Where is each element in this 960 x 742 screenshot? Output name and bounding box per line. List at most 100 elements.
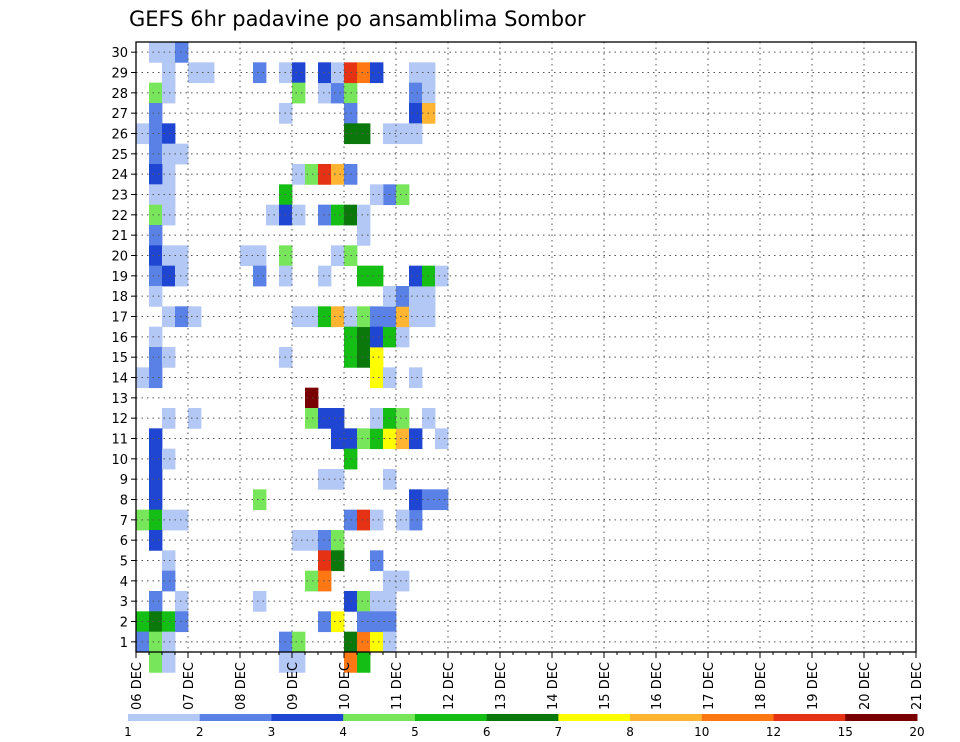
heatmap-cell [409, 489, 423, 511]
heatmap-cell [435, 428, 449, 450]
heatmap-cell [175, 143, 189, 165]
heatmap-cell [331, 62, 345, 84]
heatmap-cell [331, 245, 345, 267]
heatmap-cell [149, 611, 163, 633]
heatmap-cell [318, 469, 332, 490]
colorbar-segment [271, 714, 344, 721]
x-tick-label: 11 DEC [390, 662, 405, 710]
x-tick-label: 14 DEC [546, 662, 561, 710]
heatmap-cell [318, 204, 332, 226]
heatmap-cell [188, 306, 202, 328]
y-tick-label: 6 [120, 534, 128, 549]
heatmap-cell [149, 489, 163, 511]
colorbar-label: 8 [626, 725, 634, 739]
heatmap-cell [409, 286, 423, 307]
y-tick-label: 17 [111, 311, 128, 326]
y-tick-label: 5 [120, 555, 128, 570]
x-tick-label: 12 DEC [442, 662, 457, 710]
y-tick-label: 12 [111, 412, 128, 427]
heatmap-cell [279, 652, 293, 673]
heatmap-cell [409, 103, 423, 124]
axes: 1234567891011121314151617181920212223242… [111, 46, 925, 710]
heatmap-cell [149, 82, 163, 104]
y-tick-label: 7 [120, 514, 128, 529]
heatmap-cell [162, 42, 176, 63]
heatmap-cell [331, 164, 345, 185]
heatmap-cell [344, 652, 358, 673]
y-tick-label: 29 [111, 67, 128, 82]
colorbar-segment [630, 714, 703, 721]
heatmap-cells [136, 42, 449, 673]
y-tick-label: 14 [111, 372, 128, 387]
heatmap-cell [331, 611, 345, 633]
heatmap-cell [149, 509, 163, 531]
x-tick-label: 21 DEC [910, 662, 925, 710]
heatmap-cell [357, 265, 371, 287]
heatmap-cell [175, 591, 189, 612]
x-tick-label: 07 DEC [182, 662, 197, 710]
heatmap-cell [357, 611, 371, 633]
colorbar-segment [558, 714, 631, 721]
x-tick-label: 10 DEC [338, 662, 353, 710]
heatmap-cell [149, 469, 163, 490]
colorbar-label: 3 [268, 725, 276, 739]
heatmap-cell [370, 550, 384, 572]
colorbar-segment [701, 714, 775, 721]
heatmap-cell [253, 245, 267, 267]
heatmap-cell [370, 62, 384, 84]
grid-lines [136, 42, 916, 652]
heatmap-cell [292, 530, 306, 551]
heatmap-cell [331, 530, 345, 551]
colorbar-label: 7 [555, 725, 563, 739]
heatmap-cell [357, 62, 371, 84]
y-tick-label: 22 [111, 209, 128, 224]
heatmap-cell [162, 631, 176, 653]
heatmap-cell [162, 570, 176, 592]
heatmap-cell [370, 306, 384, 328]
heatmap-cell [253, 591, 267, 612]
heatmap-cell [409, 265, 423, 287]
heatmap-cell [357, 326, 371, 348]
heatmap-cell [357, 347, 371, 368]
y-tick-label: 25 [111, 148, 128, 163]
heatmap-cell [305, 164, 319, 185]
heatmap-cell [162, 143, 176, 165]
heatmap-cell [292, 62, 306, 84]
heatmap-cell [149, 184, 163, 206]
heatmap-cell [305, 570, 319, 592]
heatmap-cell [162, 204, 176, 226]
colorbar-label: 4 [339, 725, 347, 739]
heatmap-cell [396, 326, 410, 348]
colorbar-segment [773, 714, 846, 721]
heatmap-cell [292, 306, 306, 328]
heatmap-cell [370, 184, 384, 206]
colorbar-label: 1 [124, 725, 132, 739]
heatmap-cell [253, 265, 267, 287]
heatmap-cell [162, 448, 176, 470]
heatmap-cell [149, 652, 163, 673]
heatmap-cell [435, 265, 449, 287]
x-tick-label: 09 DEC [286, 662, 301, 710]
heatmap-cell [175, 509, 189, 531]
heatmap-cell [318, 306, 332, 328]
heatmap-cell [162, 652, 176, 673]
heatmap-cell [396, 509, 410, 531]
heatmap-cell [149, 204, 163, 226]
heatmap-cell [149, 143, 163, 165]
heatmap-cell [435, 489, 449, 511]
heatmap-cell [318, 62, 332, 84]
y-tick-label: 30 [111, 46, 128, 61]
colorbar-label: 5 [411, 725, 419, 739]
heatmap-cell [357, 204, 371, 226]
heatmap-cell [357, 225, 371, 246]
y-tick-label: 15 [111, 351, 128, 366]
y-tick-label: 13 [111, 392, 128, 407]
colorbar-label: 10 [694, 725, 709, 739]
y-tick-label: 4 [120, 575, 128, 590]
heatmap-cell [396, 123, 410, 145]
x-tick-label: 15 DEC [598, 662, 613, 710]
heatmap-cell [149, 164, 163, 185]
heatmap-cell [292, 164, 306, 185]
heatmap-cell [175, 42, 189, 63]
